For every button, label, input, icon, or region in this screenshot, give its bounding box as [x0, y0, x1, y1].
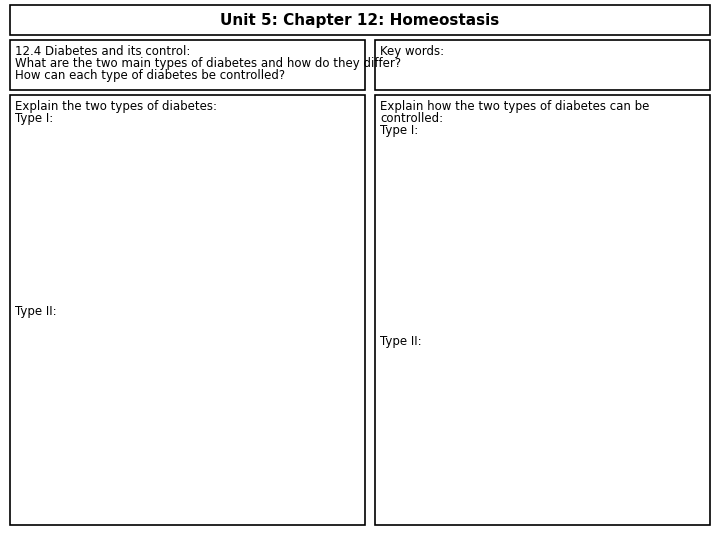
- Text: Type I:: Type I:: [15, 112, 53, 125]
- FancyBboxPatch shape: [375, 95, 710, 525]
- Text: Type II:: Type II:: [380, 335, 422, 348]
- Text: controlled:: controlled:: [380, 112, 443, 125]
- Text: Type II:: Type II:: [15, 305, 57, 318]
- Text: What are the two main types of diabetes and how do they differ?: What are the two main types of diabetes …: [15, 57, 401, 70]
- Text: Explain the two types of diabetes:: Explain the two types of diabetes:: [15, 100, 217, 113]
- FancyBboxPatch shape: [10, 40, 365, 90]
- Text: 12.4 Diabetes and its control:: 12.4 Diabetes and its control:: [15, 45, 190, 58]
- Text: Unit 5: Chapter 12: Homeostasis: Unit 5: Chapter 12: Homeostasis: [220, 12, 500, 28]
- FancyBboxPatch shape: [10, 95, 365, 525]
- Text: Key words:: Key words:: [380, 45, 444, 58]
- Text: Type I:: Type I:: [380, 124, 418, 137]
- FancyBboxPatch shape: [375, 40, 710, 90]
- Text: Explain how the two types of diabetes can be: Explain how the two types of diabetes ca…: [380, 100, 649, 113]
- Text: How can each type of diabetes be controlled?: How can each type of diabetes be control…: [15, 69, 285, 82]
- FancyBboxPatch shape: [10, 5, 710, 35]
